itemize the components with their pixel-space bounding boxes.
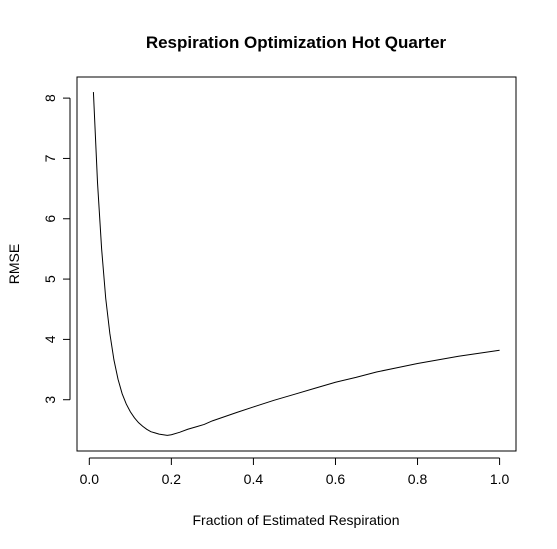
y-tick-label: 3 [42, 396, 58, 404]
x-tick-label: 0.6 [326, 471, 346, 487]
chart-title: Respiration Optimization Hot Quarter [146, 33, 447, 52]
y-axis-label: RMSE [6, 244, 22, 284]
rmse-line [92, 92, 500, 436]
y-tick-label: 5 [42, 275, 58, 283]
y-tick-label: 8 [42, 94, 58, 102]
y-axis: 3 4 5 6 7 8 [42, 94, 71, 404]
x-axis-label: Fraction of Estimated Respiration [193, 512, 400, 528]
y-tick-label: 6 [42, 215, 58, 223]
x-tick-label: 0.8 [408, 471, 428, 487]
x-tick-label: 0.2 [162, 471, 182, 487]
plot-area-frame [76, 76, 517, 452]
x-tick-label: 1.0 [490, 471, 510, 487]
x-tick-label: 0.0 [80, 471, 100, 487]
y-tick-label: 4 [42, 335, 58, 343]
x-tick-label: 0.4 [244, 471, 264, 487]
x-axis: 0.0 0.2 0.4 0.6 0.8 1.0 [80, 457, 510, 487]
y-tick-label: 7 [42, 154, 58, 162]
